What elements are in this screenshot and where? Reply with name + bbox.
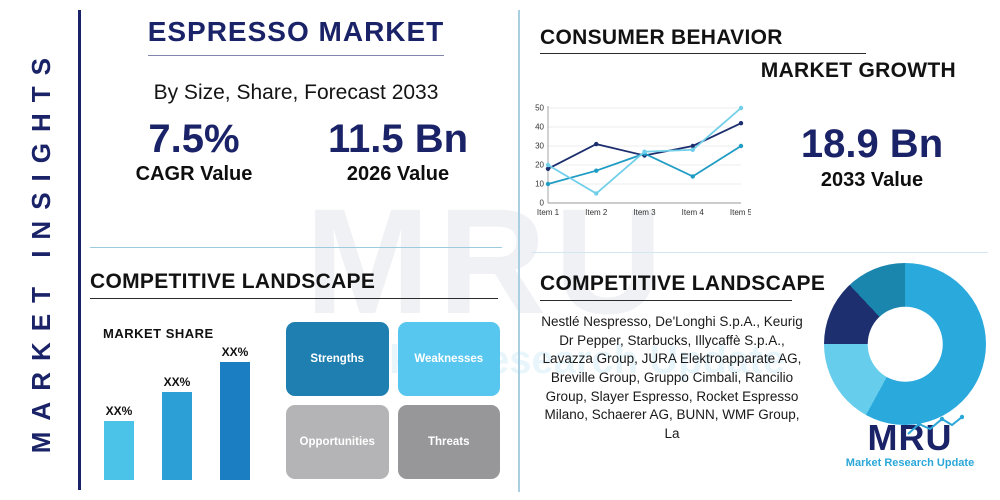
market-share-bar-2: XX%: [162, 374, 192, 480]
market-overview-section: ESPRESSO MARKET By Size, Share, Forecast…: [92, 16, 500, 186]
watermark-logo-text: MRU: [305, 177, 671, 345]
swot-opportunities-cell: Opportunities: [286, 405, 389, 479]
bar-value-label: XX%: [105, 404, 133, 418]
watermark-tagline: Market Research Update: [318, 338, 785, 382]
base-year-label: 2026 Value: [346, 163, 450, 185]
forecast-value: 18.9 Bn: [800, 122, 944, 166]
bar: [104, 421, 134, 480]
company-list: Nestlé Nespresso, De'Longhi S.p.A., Keur…: [541, 314, 803, 441]
right-horizontal-divider: [532, 252, 988, 253]
brand-logo: MRU Market Research Update: [830, 414, 990, 469]
sidebar-vertical-title: MARKET INSIGHTS: [14, 0, 68, 500]
consumer-behavior-underline: [540, 53, 866, 54]
bar-value-label: XX%: [221, 345, 249, 359]
forecast-stat: 18.9 Bn 2033 Value: [782, 122, 962, 192]
competitive-landscape-right-underline: [540, 300, 792, 301]
svg-text:20: 20: [535, 161, 544, 170]
bar: [220, 362, 250, 480]
swot-strengths-cell: Strengths: [286, 322, 389, 396]
market-share-label: MARKET SHARE: [103, 326, 214, 341]
report-subtitle: By Size, Share, Forecast 2033: [153, 81, 439, 104]
brand-logo-mark: MRU: [867, 414, 965, 458]
stats-row: 7.5% CAGR Value 11.5 Bn 2026 Value: [92, 117, 500, 186]
svg-text:Item 5: Item 5: [730, 208, 751, 217]
bar: [162, 391, 192, 480]
swot-threats-cell: Threats: [397, 405, 500, 479]
consumer-behavior-heading: CONSUMER BEHAVIOR: [540, 26, 783, 49]
left-horizontal-divider: [90, 247, 502, 248]
page-title: ESPRESSO MARKET: [147, 16, 445, 47]
swot-threats-label: Threats: [427, 436, 470, 448]
swot-grid: Strengths Weaknesses Opportunities Threa…: [286, 322, 500, 479]
column-divider: [518, 10, 520, 492]
svg-text:0: 0: [540, 199, 545, 208]
base-year-stat: 11.5 Bn 2026 Value: [296, 117, 500, 186]
swot-weaknesses-cell: Weaknesses: [397, 322, 500, 396]
cagr-value: 7.5%: [148, 117, 240, 161]
swot-opportunities-label: Opportunities: [299, 436, 375, 448]
market-share-donut-chart: [824, 263, 986, 425]
svg-text:Item 4: Item 4: [682, 208, 705, 217]
competitive-landscape-right-heading: COMPETITIVE LANDSCAPE: [540, 272, 826, 295]
competitive-landscape-left-heading: COMPETITIVE LANDSCAPE: [90, 270, 376, 293]
swot-strengths-label: Strengths: [310, 353, 365, 365]
swot-weaknesses-label: Weaknesses: [414, 353, 484, 365]
svg-text:Item 1: Item 1: [537, 208, 560, 217]
svg-text:30: 30: [535, 142, 544, 151]
svg-text:Item 2: Item 2: [585, 208, 608, 217]
forecast-label: 2033 Value: [820, 169, 924, 191]
cagr-stat: 7.5% CAGR Value: [92, 117, 296, 186]
brand-logo-text: MRU: [867, 417, 953, 458]
cagr-label: CAGR Value: [135, 163, 253, 185]
svg-text:40: 40: [535, 123, 544, 132]
bar-value-label: XX%: [163, 374, 191, 389]
base-year-value: 11.5 Bn: [327, 117, 469, 161]
svg-text:Item 3: Item 3: [633, 208, 656, 217]
market-growth-line-chart: 0 10 20 30 40 50 Item 1 Item 2 Item 3 Item 4 Item …: [521, 102, 753, 220]
donut-hole: [867, 306, 943, 382]
svg-text:50: 50: [535, 104, 544, 113]
competitive-landscape-left-underline: [90, 298, 498, 299]
sidebar-divider: [78, 10, 81, 490]
market-share-bar-1: XX%: [104, 404, 134, 480]
svg-text:10: 10: [535, 180, 544, 189]
line-chart-svg: 0 10 20 30 40 50 Item 1 Item 2 Item 3 Item 4 Item …: [535, 104, 753, 217]
title-underline: [148, 55, 444, 56]
sidebar-vertical-title-text: MARKET INSIGHTS: [25, 46, 56, 454]
brand-tagline: Market Research Update: [845, 457, 975, 469]
market-growth-heading: MARKET GROWTH: [760, 59, 956, 82]
market-share-bar-chart: XX% XX% XX%: [104, 342, 250, 480]
market-share-bar-3: XX%: [220, 345, 250, 480]
logo-trendline-icon: [906, 414, 965, 445]
